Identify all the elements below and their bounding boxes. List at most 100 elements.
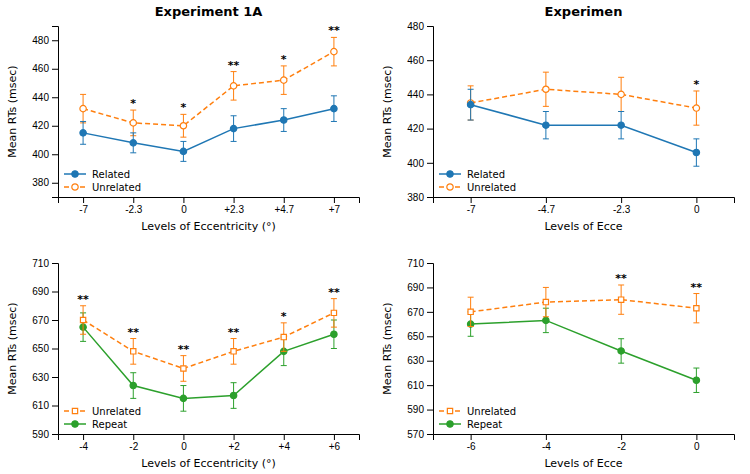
line xyxy=(471,89,697,108)
error-bar xyxy=(80,121,86,144)
x-tick: 0 xyxy=(181,434,187,452)
x-tick-mark xyxy=(284,197,285,203)
x-tick: +6 xyxy=(329,434,341,452)
annotation: ** xyxy=(77,293,89,306)
point xyxy=(618,348,624,354)
x-axis-title: Levels of Ecce xyxy=(544,220,622,233)
y-tick-mark xyxy=(52,349,58,350)
x-tick-label: 0 xyxy=(181,441,187,452)
error-bar xyxy=(618,285,624,314)
series-group xyxy=(80,299,337,412)
point xyxy=(468,309,473,314)
point xyxy=(543,122,549,128)
error-bar xyxy=(543,72,549,106)
panel: 590610630650670690710-4-20+2+4+6********… xyxy=(6,258,360,470)
y-tick: 650 xyxy=(32,343,58,354)
x-tick-mark xyxy=(133,197,134,203)
point xyxy=(281,334,286,339)
y-tick: 670 xyxy=(32,315,58,326)
x-axis-line xyxy=(59,435,360,441)
x-tick-mark xyxy=(83,434,84,440)
annotation: ** xyxy=(615,272,627,285)
x-tick: -4.7 xyxy=(538,197,556,215)
plot-area xyxy=(80,37,337,161)
y-tick-mark xyxy=(52,263,58,264)
annotations: * xyxy=(693,78,699,91)
legend-swatch-marker xyxy=(447,184,453,190)
x-axis-line xyxy=(434,198,735,204)
point xyxy=(331,310,336,315)
legend: RelatedUnrelated xyxy=(439,169,516,193)
annotation: * xyxy=(181,101,187,114)
y-tick: 690 xyxy=(32,286,58,297)
error-bar xyxy=(693,294,699,323)
y-tick: 440 xyxy=(32,92,58,103)
title: Experimen xyxy=(545,4,623,19)
y-tick: 670 xyxy=(407,307,433,318)
error-bar xyxy=(468,86,474,120)
annotation: * xyxy=(130,97,136,110)
error-bar xyxy=(281,66,287,95)
y-tick-mark xyxy=(427,287,433,288)
point xyxy=(281,117,287,123)
y-tick: 590 xyxy=(407,404,433,415)
error-bar xyxy=(80,94,86,123)
x-tick: -4 xyxy=(542,434,551,452)
y-tick-label: 480 xyxy=(407,21,424,32)
y-tick: 630 xyxy=(407,355,433,366)
y-tick-mark xyxy=(52,406,58,407)
legend-swatch-marker xyxy=(72,421,78,427)
y-tick-mark xyxy=(427,60,433,61)
annotations: ******* xyxy=(130,24,340,114)
x-tick-mark xyxy=(471,434,472,440)
point xyxy=(230,392,236,398)
y-tick-mark xyxy=(52,320,58,321)
y-tick-label: 460 xyxy=(32,63,49,74)
panel: 380400420440460480-7-2.30+2.3+4.7+7*****… xyxy=(6,4,360,233)
legend-swatch-marker xyxy=(447,171,453,177)
y-axis: 380400420440460480 xyxy=(32,27,58,198)
x-tick-label: -4 xyxy=(542,441,551,452)
y-tick-label: 420 xyxy=(32,120,49,131)
x-tick-mark xyxy=(234,434,235,440)
series xyxy=(467,72,699,125)
y-tick-mark xyxy=(427,263,433,264)
legend-item: Repeat xyxy=(439,419,502,430)
y-tick-mark xyxy=(52,434,58,435)
error-bar xyxy=(180,356,186,382)
error-bar xyxy=(130,339,136,365)
y-tick: 480 xyxy=(32,35,58,46)
y-tick: 400 xyxy=(32,149,58,160)
y-tick: 610 xyxy=(407,380,433,391)
annotation: ** xyxy=(228,59,240,72)
legend-item: Unrelated xyxy=(64,406,141,417)
y-tick-label: 460 xyxy=(407,55,424,66)
legend-swatch-marker xyxy=(72,408,77,413)
y-tick-label: 650 xyxy=(32,343,49,354)
point xyxy=(281,77,287,83)
line xyxy=(83,327,334,398)
series xyxy=(80,96,337,162)
series xyxy=(467,89,699,166)
series xyxy=(80,299,337,382)
x-tick-mark xyxy=(334,434,335,440)
y-tick: 710 xyxy=(32,258,58,269)
x-tick-mark xyxy=(83,197,84,203)
y-axis-title: Mean RTs (msec) xyxy=(381,65,394,157)
x-tick: -2.3 xyxy=(125,197,143,215)
legend-label: Unrelated xyxy=(92,182,141,193)
y-tick-mark xyxy=(427,94,433,95)
point xyxy=(543,317,549,323)
x-tick: 0 xyxy=(181,197,187,215)
y-tick: 630 xyxy=(32,372,58,383)
y-tick-label: 630 xyxy=(407,355,424,366)
error-bar xyxy=(231,339,237,365)
x-tick: +2.3 xyxy=(224,197,244,215)
y-tick-mark xyxy=(52,154,58,155)
y-tick-label: 480 xyxy=(32,35,49,46)
line xyxy=(83,313,334,369)
error-bar xyxy=(180,386,186,412)
error-bar xyxy=(331,96,337,122)
x-axis: -7-2.30+2.3+4.7+7 xyxy=(59,197,360,215)
x-tick-mark xyxy=(621,197,622,203)
